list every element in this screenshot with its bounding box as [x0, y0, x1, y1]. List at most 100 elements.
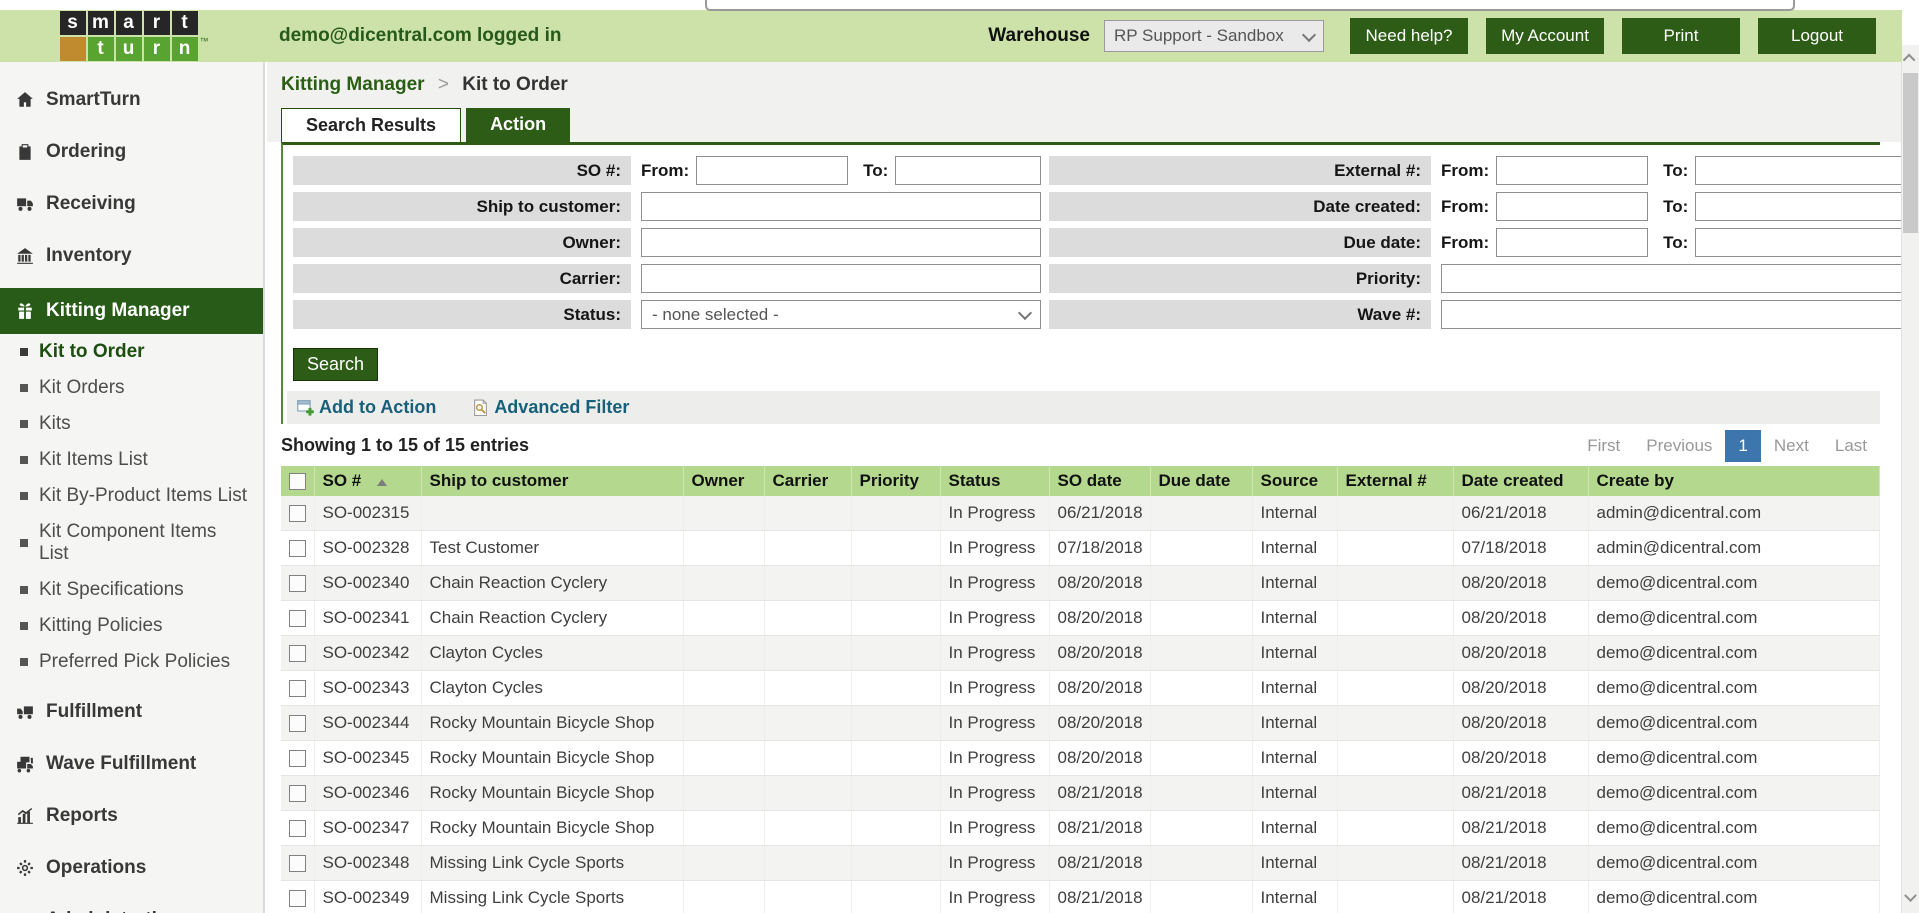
sidebar-item-preferred-pick-policies[interactable]: Preferred Pick Policies	[0, 644, 263, 680]
so-number-to-input[interactable]	[895, 156, 1041, 185]
table-row[interactable]: SO-002342 Clayton Cycles In Progress 08/20/…	[281, 635, 1880, 671]
page-next[interactable]: Next	[1760, 430, 1822, 462]
my-account-button[interactable]: My Account	[1486, 18, 1604, 54]
owner-input[interactable]	[641, 228, 1041, 257]
row-checkbox[interactable]	[289, 679, 306, 697]
sidebar-item-kit-to-order[interactable]: Kit to Order	[0, 334, 263, 370]
sidebar-item-kitting-policies[interactable]: Kitting Policies	[0, 608, 263, 644]
row-select-cell	[281, 600, 315, 636]
sidebar-item-kitting-manager[interactable]: Kitting Manager	[0, 288, 263, 334]
print-button[interactable]: Print	[1622, 18, 1740, 54]
page-previous[interactable]: Previous	[1633, 430, 1726, 462]
bullet-icon	[20, 384, 28, 392]
column-header-create-by[interactable]: Create by	[1588, 466, 1880, 496]
column-header-date-created[interactable]: Date created	[1453, 466, 1589, 496]
row-checkbox[interactable]	[289, 854, 306, 872]
table-row[interactable]: SO-002343 Clayton Cycles In Progress 08/20/…	[281, 670, 1880, 706]
row-checkbox[interactable]	[289, 539, 306, 557]
date-created-to-input[interactable]	[1695, 192, 1902, 221]
cell-date-created: 08/21/2018	[1453, 810, 1589, 846]
row-checkbox[interactable]	[289, 889, 306, 907]
row-checkbox[interactable]	[289, 644, 306, 662]
breadcrumb-section-link[interactable]: Kitting Manager	[281, 74, 425, 95]
sidebar-item-wave-fulfillment[interactable]: Wave Fulfillment	[0, 744, 263, 784]
sidebar-item-kit-items-list[interactable]: Kit Items List	[0, 442, 263, 478]
scrollbar-thumb[interactable]	[1903, 73, 1918, 233]
vertical-scrollbar[interactable]	[1901, 45, 1919, 913]
priority-input[interactable]	[1441, 264, 1902, 293]
column-header-priority[interactable]: Priority	[851, 466, 941, 496]
sidebar-item-ordering[interactable]: Ordering	[0, 132, 263, 172]
external-number-to-input[interactable]	[1695, 156, 1902, 185]
row-checkbox[interactable]	[289, 749, 306, 767]
column-header-source[interactable]: Source	[1252, 466, 1338, 496]
column-header-owner[interactable]: Owner	[683, 466, 765, 496]
column-header-so-date[interactable]: SO date	[1049, 466, 1151, 496]
page-first[interactable]: First	[1574, 430, 1634, 462]
logout-button[interactable]: Logout	[1758, 18, 1876, 54]
due-date-to-input[interactable]	[1695, 228, 1902, 257]
cell-due-date	[1150, 740, 1253, 776]
page-1[interactable]: 1	[1725, 430, 1761, 462]
sidebar-item-administration[interactable]: Administration	[0, 900, 263, 913]
sidebar-item-receiving[interactable]: Receiving	[0, 184, 263, 224]
cell-so-date: 08/21/2018	[1049, 810, 1151, 846]
column-header-so[interactable]: SO #	[314, 466, 422, 496]
due-date-from-input[interactable]	[1496, 228, 1649, 257]
tab-search-results[interactable]: Search Results	[281, 108, 462, 142]
column-header-status[interactable]: Status	[940, 466, 1050, 496]
table-row[interactable]: SO-002315 In Progress 06/21/2018 Internal 06…	[281, 496, 1880, 531]
need-help-button[interactable]: Need help?	[1350, 18, 1468, 54]
sidebar-item-kit-specifications[interactable]: Kit Specifications	[0, 572, 263, 608]
add-to-action-link[interactable]: Add to Action	[297, 397, 436, 418]
table-row[interactable]: SO-002340 Chain Reaction Cyclery In Progre…	[281, 565, 1880, 601]
row-checkbox[interactable]	[289, 714, 306, 732]
status-select[interactable]: - none selected -	[641, 300, 1041, 329]
sidebar-item-kit-orders[interactable]: Kit Orders	[0, 370, 263, 406]
filter-search-icon	[472, 399, 489, 416]
sidebar-item-reports[interactable]: Reports	[0, 796, 263, 836]
table-row[interactable]: SO-002349 Missing Link Cycle Sports In Pro…	[281, 880, 1880, 913]
so-number-label: SO #:	[293, 156, 631, 185]
table-row[interactable]: SO-002344 Rocky Mountain Bicycle Shop In P…	[281, 705, 1880, 741]
row-checkbox[interactable]	[289, 574, 306, 592]
sidebar-item-kit-by-product-items-list[interactable]: Kit By-Product Items List	[0, 478, 263, 514]
sidebar-item-smartturn[interactable]: SmartTurn	[0, 80, 263, 120]
cell-date-created: 08/20/2018	[1453, 670, 1589, 706]
search-button[interactable]: Search	[293, 348, 379, 381]
table-row[interactable]: SO-002341 Chain Reaction Cyclery In Progre…	[281, 600, 1880, 636]
table-row[interactable]: SO-002348 Missing Link Cycle Sports In Pro…	[281, 845, 1880, 881]
column-header-ship-to-customer[interactable]: Ship to customer	[421, 466, 684, 496]
sidebar-item-inventory[interactable]: Inventory	[0, 236, 263, 276]
ship-to-customer-input[interactable]	[641, 192, 1041, 221]
tab-action[interactable]: Action	[466, 108, 571, 142]
warehouse-select[interactable]: RP Support - Sandbox	[1104, 20, 1324, 52]
column-header-due-date[interactable]: Due date	[1150, 466, 1253, 496]
sidebar-item-fulfillment[interactable]: Fulfillment	[0, 692, 263, 732]
row-checkbox[interactable]	[289, 609, 306, 627]
row-checkbox[interactable]	[289, 784, 306, 802]
row-checkbox[interactable]	[289, 819, 306, 837]
sidebar-item-kit-component-items-list[interactable]: Kit Component Items List	[0, 514, 263, 572]
wave-number-input[interactable]	[1441, 300, 1902, 329]
sidebar-item-operations[interactable]: Operations	[0, 848, 263, 888]
table-row[interactable]: SO-002345 Rocky Mountain Bicycle Shop In P…	[281, 740, 1880, 776]
breadcrumb: Kitting Manager > Kit to Order	[281, 74, 1902, 96]
scroll-down-arrow[interactable]	[1902, 885, 1918, 911]
scroll-up-arrow[interactable]	[1902, 45, 1918, 71]
table-row[interactable]: SO-002347 Rocky Mountain Bicycle Shop In P…	[281, 810, 1880, 846]
table-row[interactable]: SO-002328 Test Customer In Progress 07/18/2…	[281, 530, 1880, 566]
page-last[interactable]: Last	[1821, 430, 1880, 462]
advanced-filter-link[interactable]: Advanced Filter	[472, 397, 629, 418]
table-row[interactable]: SO-002346 Rocky Mountain Bicycle Shop In P…	[281, 775, 1880, 811]
owner-row: Owner:	[293, 228, 1041, 257]
external-number-from-input[interactable]	[1496, 156, 1649, 185]
date-created-from-input[interactable]	[1496, 192, 1649, 221]
carrier-input[interactable]	[641, 264, 1041, 293]
column-header-carrier[interactable]: Carrier	[764, 466, 852, 496]
sidebar-item-kits[interactable]: Kits	[0, 406, 263, 442]
column-header-external[interactable]: External #	[1337, 466, 1454, 496]
select-all-checkbox[interactable]	[289, 472, 306, 490]
row-checkbox[interactable]	[289, 504, 306, 522]
so-number-from-input[interactable]	[696, 156, 849, 185]
